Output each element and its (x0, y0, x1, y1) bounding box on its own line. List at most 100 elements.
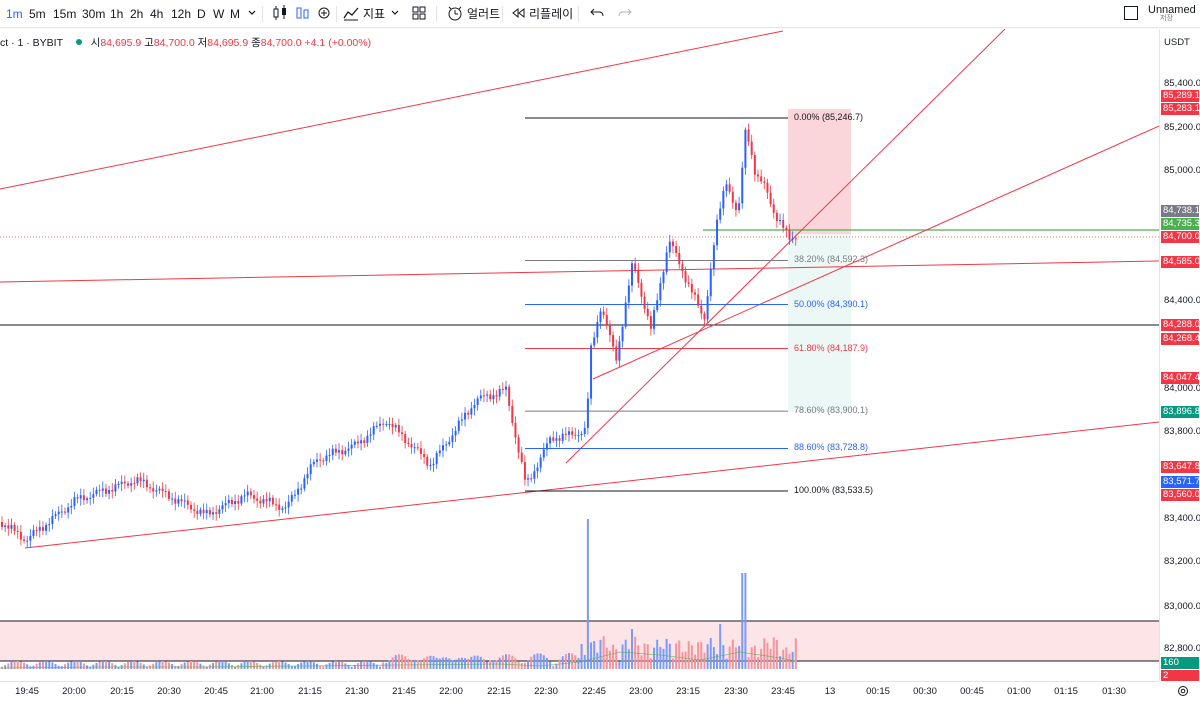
interval-4h[interactable]: 4h (150, 7, 164, 21)
trendline[interactable] (592, 125, 1159, 380)
volume-bar (753, 645, 756, 669)
volume-bar (322, 666, 325, 669)
interval-w[interactable]: W (213, 7, 225, 21)
volume-bar (734, 647, 737, 669)
candle-body (615, 346, 618, 361)
indicators-dropdown-icon[interactable] (390, 4, 400, 24)
volume-bar (539, 653, 542, 669)
candle-body (464, 412, 467, 420)
volume-bar (678, 640, 681, 669)
short-position-profit-zone[interactable] (788, 234, 851, 412)
settings-gear-icon[interactable] (1176, 684, 1190, 703)
candle-body (747, 129, 750, 142)
candle-body (32, 529, 35, 537)
price-tick: 83,400.0 (1164, 513, 1200, 524)
price-tick: 82,800.0 (1164, 643, 1200, 654)
candle-body (690, 283, 693, 293)
trendline[interactable] (565, 29, 1006, 464)
candle-body (26, 540, 29, 542)
trendline[interactable] (0, 30, 784, 190)
volume-bar (243, 661, 246, 669)
candle-body (205, 510, 208, 514)
volume-bar (325, 664, 328, 669)
candle-body (700, 305, 703, 314)
candle-body (344, 450, 347, 455)
add-symbol-icon[interactable] (317, 4, 331, 26)
interval-12h[interactable]: 12h (171, 7, 192, 21)
volume-bar (498, 657, 501, 669)
time-tick-label: 21:30 (345, 686, 369, 697)
interval-2h[interactable]: 2h (130, 7, 144, 21)
volume-bar (479, 656, 482, 669)
time-tick-label: 22:30 (534, 686, 558, 697)
indicators-icon[interactable] (342, 4, 360, 26)
time-scale[interactable]: 19:45 20:00 20:15 20:30 20:45 21:00 21:15 21:30… (0, 681, 1159, 702)
chart-pane[interactable]: ct · 1 · BYBIT 시84,695.9 고84,700.0 저84,6… (0, 29, 1159, 681)
candle-body (16, 530, 19, 532)
interval-d[interactable]: D (197, 7, 206, 21)
compare-icon[interactable] (294, 4, 312, 26)
candle-body (479, 395, 482, 399)
volume-bar (167, 662, 170, 669)
currency-selector[interactable]: USDT (1164, 37, 1190, 48)
candle-style-icon[interactable] (271, 4, 289, 26)
volume-bar (423, 658, 426, 669)
toolbar-divider (436, 6, 437, 22)
interval-30m[interactable]: 30m (82, 7, 106, 21)
volume-bar (712, 647, 715, 669)
volume-bar (599, 639, 602, 669)
indicators-button[interactable]: 지표 (363, 7, 386, 21)
trendline[interactable] (0, 260, 1159, 283)
candle-body (426, 456, 429, 466)
alert-button[interactable]: 얼러트 (467, 7, 501, 21)
volume-bar (16, 661, 19, 669)
replay-button[interactable]: 리플레이 (529, 7, 574, 21)
candle-body (577, 435, 580, 437)
candle-body (111, 489, 114, 492)
redo-icon[interactable] (617, 4, 633, 26)
candle-body (520, 452, 523, 463)
candle-body (382, 423, 385, 425)
volume-bar (73, 661, 76, 669)
volume-bar (281, 661, 284, 669)
volume-bar (123, 663, 126, 669)
interval-dropdown-icon[interactable] (247, 4, 257, 24)
volume-bar (596, 652, 599, 669)
candle-body (697, 294, 700, 306)
volume-bar (649, 658, 652, 669)
candle-body (413, 447, 416, 449)
volume-bar (401, 654, 404, 669)
interval-5m[interactable]: 5m (29, 7, 46, 21)
replay-icon[interactable] (510, 4, 526, 26)
alert-clock-icon[interactable] (446, 4, 464, 26)
price-tick: 85,000.0 (1164, 165, 1200, 176)
short-position-loss-zone[interactable] (788, 109, 851, 234)
candle-body (467, 412, 470, 415)
candle-body (240, 496, 243, 504)
candle-body (212, 512, 215, 515)
interval-15m[interactable]: 15m (53, 7, 77, 21)
price-scale[interactable]: USDT 85,400.0 85,200.0 85,000.0 84,400.0… (1159, 29, 1200, 681)
candle-body (719, 208, 722, 220)
candle-body (265, 499, 268, 502)
templates-grid-icon[interactable] (411, 4, 427, 26)
interval-1h[interactable]: 1h (110, 7, 124, 21)
volume-bar (391, 657, 394, 669)
volume-bar (728, 646, 731, 669)
candle-body (29, 536, 32, 541)
undo-icon[interactable] (589, 4, 605, 26)
candle-body (70, 505, 73, 508)
symbol-legend[interactable]: ct · 1 · BYBIT 시84,695.9 고84,700.0 저84,6… (0, 35, 371, 50)
interval-1m[interactable]: 1m (6, 7, 23, 21)
symbol-name[interactable]: ct · 1 · BYBIT (0, 37, 63, 49)
candle-body (372, 426, 375, 435)
candle-body (350, 444, 353, 449)
layout-name[interactable]: Unnamed (1148, 4, 1196, 16)
candle-body (375, 425, 378, 427)
candle-body (627, 285, 630, 303)
trendline[interactable] (24, 421, 1159, 549)
candle-body (325, 455, 328, 462)
volume-bar (19, 661, 22, 669)
interval-m[interactable]: M (230, 7, 240, 21)
layout-save-checkbox[interactable] (1123, 5, 1139, 25)
